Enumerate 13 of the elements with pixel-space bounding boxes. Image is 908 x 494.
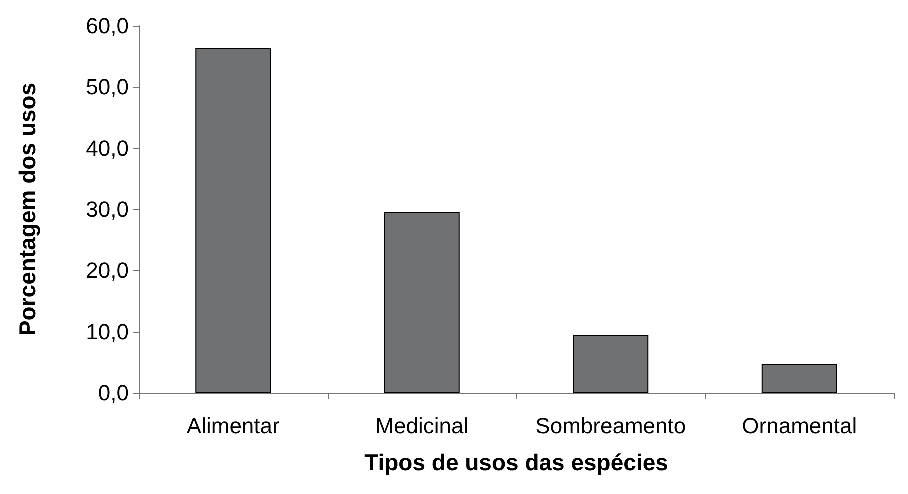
y-tick-label: 10,0	[86, 319, 129, 344]
x-axis-title: Tipos de usos das espécies	[364, 450, 668, 476]
y-tick-label: 40,0	[86, 136, 129, 161]
x-tick-label: Alimentar	[186, 414, 280, 438]
y-tick-label: 50,0	[86, 74, 129, 100]
y-tick-label: 0,0	[98, 380, 129, 406]
x-tick-label: Medicinal	[376, 414, 469, 438]
y-tick-label: 60,0	[86, 14, 129, 38]
y-axis-title: Porcentagem dos usos	[14, 82, 40, 336]
x-tick-label: Ornamental	[742, 414, 858, 438]
y-tick-label: 30,0	[86, 197, 129, 222]
y-tick-label: 20,0	[86, 258, 129, 284]
x-tick-label: Sombreamento	[536, 414, 686, 438]
